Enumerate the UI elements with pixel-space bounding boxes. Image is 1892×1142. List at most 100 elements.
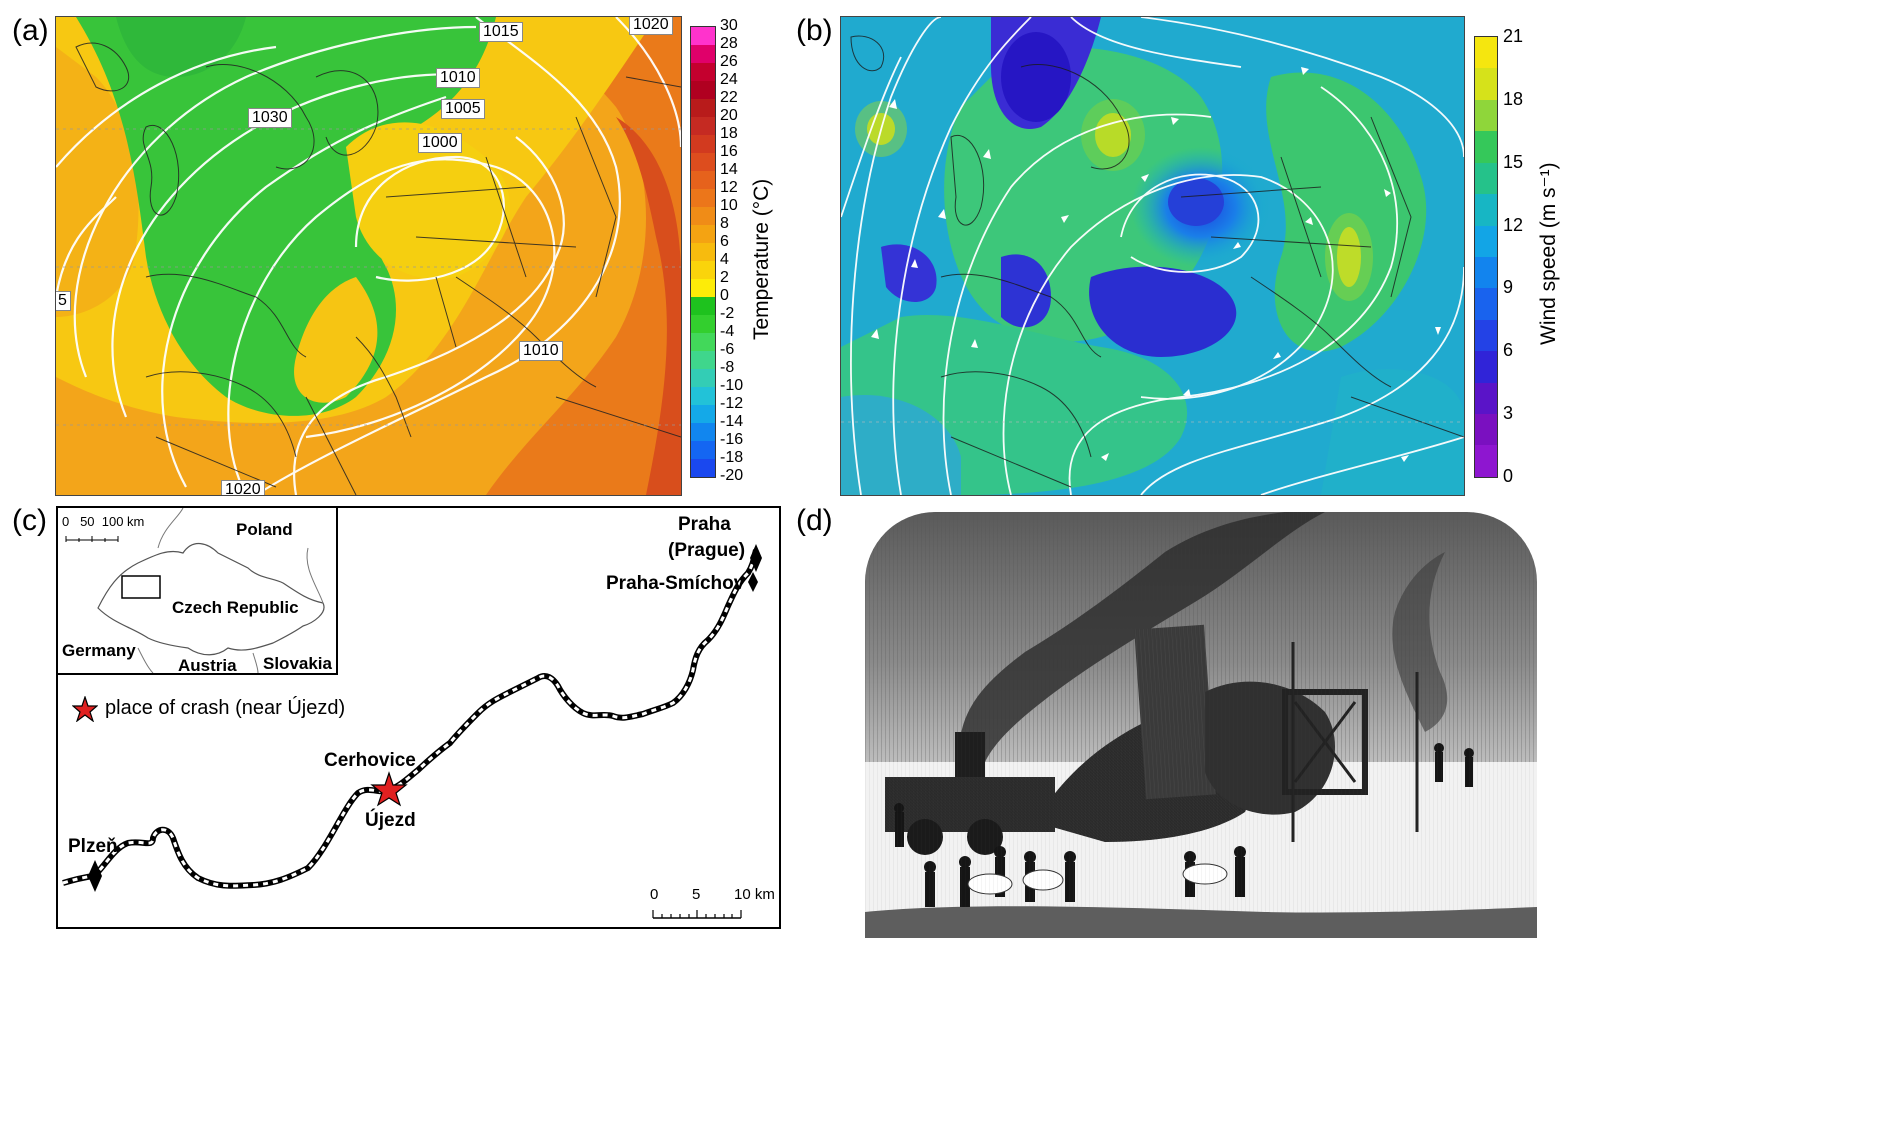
colorbar-tick-label: 6 xyxy=(720,233,729,250)
colorbar-segment xyxy=(1475,162,1497,195)
colorbar-tick-label: 22 xyxy=(720,89,738,106)
wind-speed-colorbar-title: Wind speed (m s⁻¹) xyxy=(1537,162,1560,345)
label-plzen: Plzeň xyxy=(68,836,118,857)
panel-c-label: (c) xyxy=(12,504,47,537)
isobar-label: 1000 xyxy=(418,133,462,153)
colorbar-tick-label: 15 xyxy=(1503,151,1524,172)
colorbar-tick-label: -6 xyxy=(720,341,735,358)
colorbar-tick-label: 16 xyxy=(720,143,738,160)
colorbar-tick-label: 30 xyxy=(720,17,738,34)
colorbar-segment xyxy=(691,153,715,171)
colorbar-segment xyxy=(691,81,715,99)
colorbar-tick-label: 28 xyxy=(720,35,738,52)
isobar-label: 1010 xyxy=(436,68,480,88)
colorbar-tick-label: 4 xyxy=(720,251,729,268)
colorbar-tick-label: 21 xyxy=(1503,26,1524,46)
legend-label: place of crash (near Újezd) xyxy=(105,697,346,719)
colorbar-tick-label: -12 xyxy=(720,395,744,412)
colorbar-segment xyxy=(691,207,715,225)
colorbar-tick-label: 0 xyxy=(1503,466,1514,486)
wind-speed-field xyxy=(841,17,1464,495)
study-area-box xyxy=(121,575,161,599)
engraving-illustration xyxy=(865,512,1537,938)
colorbar-segment xyxy=(691,315,715,333)
colorbar-tick-label: 10 xyxy=(720,197,738,214)
colorbar-segment xyxy=(1475,225,1497,257)
colorbar-tick-label: 24 xyxy=(720,71,738,88)
colorbar-tick-label: 8 xyxy=(720,215,729,232)
colorbar-segment xyxy=(1475,37,1497,69)
smichov-station-marker xyxy=(748,572,758,592)
label-germany: Germany xyxy=(62,641,136,660)
colorbar-segment xyxy=(1475,445,1497,477)
colorbar-segment xyxy=(691,387,715,405)
colorbar-segment xyxy=(1475,414,1497,446)
colorbar-segment xyxy=(691,243,715,261)
colorbar-segment xyxy=(691,261,715,279)
colorbar-segment xyxy=(1475,256,1497,289)
temperature-colorbar xyxy=(690,26,716,478)
colorbar-segment xyxy=(691,441,715,459)
isobar-label: 5 xyxy=(56,291,71,311)
scale-label-5: 5 xyxy=(692,886,701,903)
colorbar-segment xyxy=(1475,194,1497,226)
colorbar-segment xyxy=(691,117,715,135)
colorbar-tick-label: -4 xyxy=(720,323,735,340)
colorbar-tick-label: -14 xyxy=(720,413,744,430)
colorbar-tick-label: 0 xyxy=(720,287,729,304)
panel-a-label: (a) xyxy=(12,14,49,47)
colorbar-tick-label: 18 xyxy=(720,125,738,142)
label-cerhovice: Cerhovice xyxy=(324,750,416,771)
colorbar-tick-label: 20 xyxy=(720,107,738,124)
isobar-label: 1020 xyxy=(221,480,265,495)
isobar-label: 1030 xyxy=(248,108,292,128)
colorbar-segment xyxy=(691,135,715,153)
colorbar-segment xyxy=(691,423,715,441)
colorbar-tick-label: 26 xyxy=(720,53,738,70)
colorbar-segment xyxy=(691,351,715,369)
colorbar-segment xyxy=(691,225,715,243)
legend-star-icon xyxy=(72,696,98,722)
colorbar-segment xyxy=(1475,99,1497,132)
temperature-colorbar-title: Temperature (°C) xyxy=(750,178,773,340)
colorbar-segment xyxy=(691,45,715,63)
colorbar-segment xyxy=(1475,382,1497,415)
isobar-label: 1010 xyxy=(519,341,563,361)
czech-outline xyxy=(65,507,325,674)
railway-map: 0 50 100 km Poland Czech Republic German… xyxy=(56,506,781,929)
panel-b-label: (b) xyxy=(796,14,833,47)
panel-d-label: (d) xyxy=(796,504,833,537)
colorbar-tick-label: 18 xyxy=(1503,88,1524,109)
colorbar-tick-label: 12 xyxy=(720,179,738,196)
colorbar-segment xyxy=(691,27,715,45)
label-slovakia: Slovakia xyxy=(263,654,332,673)
colorbar-segment xyxy=(691,459,715,477)
colorbar-tick-label: -2 xyxy=(720,305,735,322)
isobar-label: 1005 xyxy=(441,99,485,119)
colorbar-tick-label: -20 xyxy=(720,467,744,484)
crash-star-icon xyxy=(370,771,408,807)
colorbar-segment xyxy=(1475,351,1497,383)
colorbar-segment xyxy=(1475,131,1497,163)
colorbar-segment xyxy=(1475,319,1497,352)
colorbar-segment xyxy=(691,63,715,81)
plzen-station-marker xyxy=(88,860,102,892)
colorbar-segment xyxy=(691,171,715,189)
label-prague: (Prague) xyxy=(668,540,746,561)
colorbar-tick-label: 9 xyxy=(1503,277,1514,298)
colorbar-tick-label: 14 xyxy=(720,161,738,178)
label-praha: Praha xyxy=(678,514,731,535)
inset-scale-label: 0 50 100 km xyxy=(62,514,145,529)
railway-line xyxy=(62,544,762,892)
colorbar-segment xyxy=(691,99,715,117)
colorbar-tick-label: -10 xyxy=(720,377,744,394)
colorbar-segment xyxy=(691,369,715,387)
inset-map: 0 50 100 km Poland Czech Republic German… xyxy=(58,507,338,675)
temperature-map: 1015 1020 1010 1005 1000 1030 1010 1020 … xyxy=(55,16,682,496)
colorbar-segment xyxy=(691,189,715,207)
colorbar-tick-label: 2 xyxy=(720,269,729,286)
label-poland: Poland xyxy=(236,520,293,539)
colorbar-tick-label: 3 xyxy=(1503,403,1514,424)
colorbar-segment xyxy=(1475,68,1497,100)
label-ujezd: Újezd xyxy=(365,810,416,831)
